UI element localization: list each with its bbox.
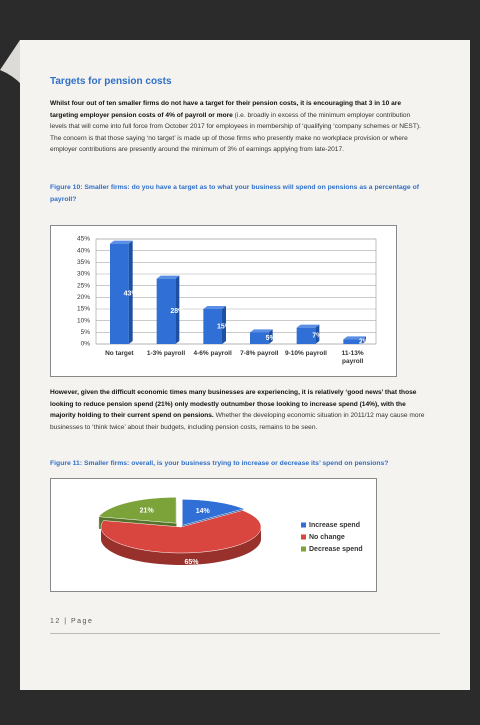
value-label: 28%: [170, 308, 185, 315]
bar-top: [296, 324, 320, 328]
bar: [250, 332, 269, 344]
x-tick-label: 7-8% payroll: [240, 350, 279, 357]
slice: [100, 510, 262, 554]
figure-caption: Figure 11: Smaller firms: overall, is yo…: [50, 460, 389, 467]
legend-label: No change: [309, 534, 345, 541]
text: (i.e. broadly in excess of the minimum e…: [50, 111, 421, 154]
y-tick-label: 35%: [77, 259, 90, 266]
x-tick-label: No target: [105, 350, 134, 357]
y-tick-label: 10%: [77, 317, 90, 324]
legend-swatch: [301, 546, 306, 552]
value-label: 15%: [217, 323, 232, 330]
value-label: 21%: [140, 508, 155, 515]
x-tick-label: 11-13% payroll: [341, 350, 364, 365]
page: Targets for pension costs Whilst four ou…: [20, 40, 470, 690]
bar-side: [362, 336, 366, 344]
figure-caption: Figure 10: Smaller firms: do you have a …: [50, 184, 420, 203]
legend-label: Decrease spend: [309, 546, 363, 553]
value-label: 65%: [184, 559, 199, 566]
y-tick-label: 0%: [81, 341, 91, 348]
legend-swatch: [301, 522, 306, 528]
bar: [296, 327, 316, 344]
bar-chart: 0% 5% 10% 15% 20% 25% 30% 35% 40% 45% 43% 28% 15% 5% 7…: [50, 225, 397, 377]
x-tick-label: 4-6% payroll: [193, 350, 232, 357]
text: Whether the developing economic situatio…: [50, 412, 425, 431]
bold-text: However, given the difficult economic ti…: [50, 389, 417, 419]
bar: [343, 339, 362, 344]
chart-svg: 14% 65% 21% Increase spend No change Decrease…: [98, 496, 363, 566]
plot-back: [95, 238, 377, 345]
value-label: 43%: [124, 291, 139, 298]
paragraph: Whilst four out of ten smaller firms do …: [50, 98, 428, 156]
bar-top: [203, 306, 226, 309]
bar-side: [268, 329, 273, 344]
footer-rule: [50, 633, 440, 634]
bar-top: [110, 240, 133, 244]
slice: [98, 496, 177, 524]
bar: [110, 243, 129, 344]
bar: [156, 278, 176, 344]
y-tick-label: 25%: [77, 282, 90, 289]
bar-top: [343, 336, 366, 340]
legend-label: Increase spend: [309, 522, 360, 529]
value-label: 5%: [266, 335, 277, 342]
value-label: 2%: [359, 339, 370, 346]
legend-swatch: [301, 534, 306, 540]
pie-chart: 14% 65% 21% Increase spend No change Decrease…: [50, 478, 377, 592]
bar: [203, 309, 222, 344]
y-tick-label: 5%: [81, 329, 91, 336]
bar-top: [156, 275, 180, 279]
bar-side: [315, 324, 320, 344]
heading: Targets for pension costs: [50, 76, 172, 87]
bar-top: [250, 329, 273, 333]
x-tick-label: 9-10% payroll: [285, 350, 327, 357]
y-tick-label: 45%: [77, 236, 90, 243]
bold-text: Whilst four out of ten smaller firms do …: [50, 100, 401, 119]
bar-side: [175, 275, 180, 344]
paragraph: However, given the difficult economic ti…: [50, 387, 428, 433]
y-tick-label: 20%: [77, 294, 90, 301]
page-number: 12 | Page: [50, 618, 94, 625]
slice: [182, 499, 245, 526]
chart-svg: 0% 5% 10% 15% 20% 25% 30% 35% 40% 45% 43% 28% 15% 5% 7…: [77, 236, 377, 348]
y-tick-label: 15%: [77, 306, 90, 313]
value-label: 14%: [196, 508, 211, 515]
bar-side: [222, 306, 226, 344]
x-tick-label: 1-3% payroll: [146, 350, 186, 357]
bar-side: [128, 240, 133, 344]
y-tick-label: 30%: [77, 271, 90, 278]
y-tick-label: 40%: [77, 247, 90, 254]
value-label: 7%: [312, 333, 323, 340]
